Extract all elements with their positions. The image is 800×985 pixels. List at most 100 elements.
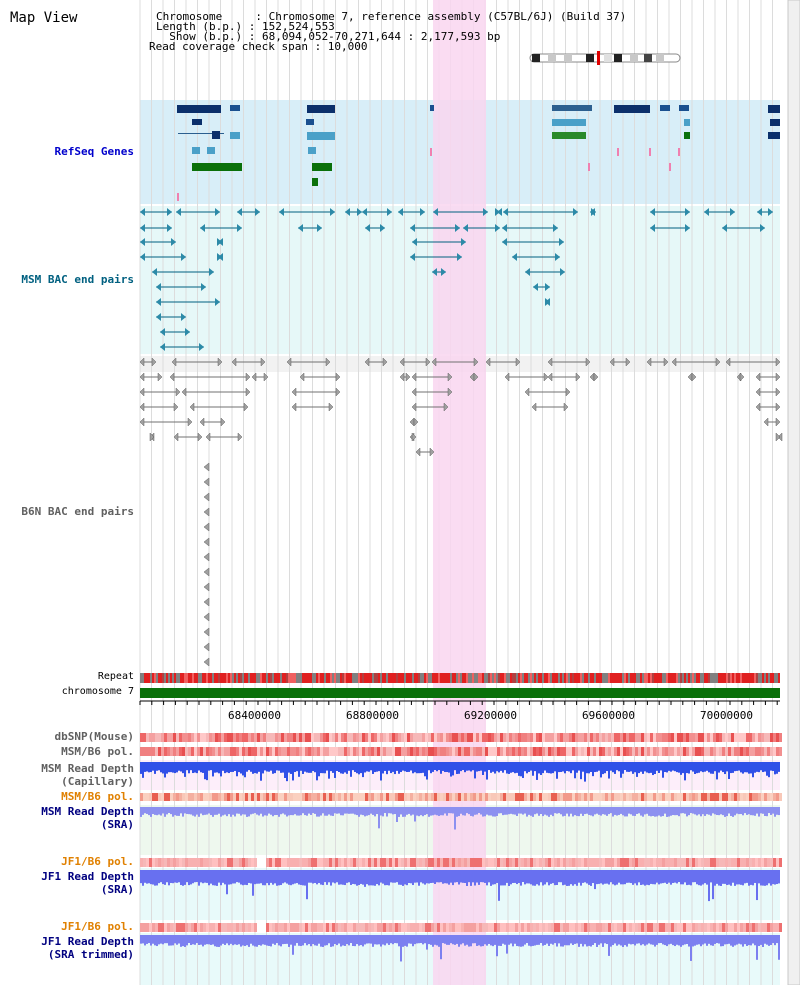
polymorphism-bin — [500, 923, 503, 932]
repeat-segment — [390, 673, 392, 683]
repeat-segment — [536, 673, 538, 683]
read-depth-bar — [460, 807, 462, 814]
vertical-scrollbar[interactable] — [787, 0, 800, 985]
polymorphism-bin — [641, 858, 644, 867]
polymorphism-bin — [377, 733, 380, 742]
read-depth-bar — [146, 935, 148, 944]
read-depth-bar — [258, 762, 260, 772]
repeat-segment — [474, 673, 476, 683]
read-depth-bar — [626, 762, 628, 772]
jf1-depth-sra-label-2: (SRA) — [100, 883, 134, 896]
polymorphism-bin — [416, 923, 419, 932]
repeat-segment — [670, 673, 672, 683]
read-depth-bar — [758, 762, 760, 773]
read-depth-bar — [454, 870, 456, 883]
read-depth-bar — [426, 762, 428, 780]
read-depth-bar — [476, 762, 478, 772]
polymorphism-bin — [338, 923, 341, 932]
polymorphism-bin — [347, 858, 350, 867]
read-depth-bar — [606, 807, 608, 816]
read-depth-bar — [734, 807, 736, 816]
polymorphism-bin — [551, 747, 554, 756]
read-depth-bar — [158, 762, 160, 771]
read-depth-bar — [542, 870, 544, 886]
read-depth-bar — [540, 762, 542, 775]
read-depth-bar — [636, 870, 638, 886]
polymorphism-bin — [476, 747, 479, 756]
b6n-bac-end — [139, 402, 145, 412]
read-depth-bar — [712, 870, 714, 900]
repeat-segment — [376, 673, 378, 683]
msm-bac-end — [398, 208, 403, 216]
read-depth-bar — [280, 935, 282, 947]
repeat-segment — [682, 673, 684, 683]
read-depth-bar — [674, 807, 676, 816]
read-depth-bar — [612, 807, 614, 817]
read-depth-bar — [388, 762, 390, 771]
read-depth-bar — [526, 807, 528, 817]
read-depth-bar — [714, 807, 716, 815]
read-depth-bar — [500, 935, 502, 946]
read-depth-bar — [638, 807, 640, 814]
polymorphism-bin — [245, 747, 248, 756]
polymorphism-bin — [209, 858, 212, 867]
msm-bac-end — [432, 268, 437, 276]
read-depth-bar — [308, 870, 310, 883]
read-depth-bar — [674, 935, 676, 947]
polymorphism-bin — [659, 793, 662, 801]
polymorphism-bin — [314, 858, 317, 867]
polymorphism-bin — [227, 858, 230, 867]
polymorphism-bin — [707, 733, 710, 742]
polymorphism-bin — [221, 858, 224, 867]
polymorphism-bin — [527, 858, 530, 867]
read-depth-bar — [730, 762, 732, 774]
read-depth-bar — [342, 762, 344, 774]
polymorphism-bin — [173, 923, 176, 932]
read-depth-bar — [754, 935, 756, 946]
read-depth-bar — [212, 762, 214, 777]
msm-bac-end — [483, 208, 488, 216]
read-depth-bar — [582, 807, 584, 816]
repeat-segment — [566, 673, 568, 683]
polymorphism-bin — [770, 923, 773, 932]
polymorphism-bin — [350, 793, 353, 801]
repeat-segment — [744, 673, 746, 683]
repeat-segment — [366, 673, 368, 683]
read-depth-bar — [264, 807, 266, 816]
repeat-segment — [212, 673, 214, 683]
read-depth-bar — [212, 870, 214, 886]
polymorphism-bin — [539, 793, 542, 801]
read-depth-bar — [182, 762, 184, 774]
read-depth-bar — [422, 935, 424, 945]
b6n-bac-end — [775, 432, 781, 442]
polymorphism-bin — [236, 793, 239, 801]
axis-tick-label: 69600000 — [582, 709, 635, 722]
read-depth-bar — [418, 807, 420, 817]
read-depth-bar — [170, 935, 172, 946]
read-depth-bar — [254, 807, 256, 814]
ideogram-band — [548, 54, 556, 62]
read-depth-bar — [620, 762, 622, 778]
polymorphism-bin — [206, 923, 209, 932]
polymorphism-bin — [356, 858, 359, 867]
read-depth-bar — [672, 870, 674, 884]
polymorphism-bin — [245, 733, 248, 742]
read-depth-bar — [652, 870, 654, 885]
read-depth-bar — [478, 762, 480, 772]
read-depth-bar — [260, 807, 262, 814]
polymorphism-bin — [167, 858, 170, 867]
polymorphism-bin — [713, 747, 716, 756]
read-depth-bar — [738, 762, 740, 771]
read-depth-bar — [720, 807, 722, 815]
b6n-bac-end — [671, 357, 677, 367]
read-depth-bar — [514, 762, 516, 774]
polymorphism-bin — [242, 923, 245, 932]
polymorphism-bin — [164, 733, 167, 742]
read-depth-bar — [408, 762, 410, 772]
polymorphism-bin — [305, 733, 308, 742]
read-depth-bar — [392, 935, 394, 945]
repeat-segment — [560, 673, 562, 683]
polymorphism-bin — [530, 858, 533, 867]
msm-bac-end — [217, 253, 222, 261]
read-depth-bar — [728, 807, 730, 814]
